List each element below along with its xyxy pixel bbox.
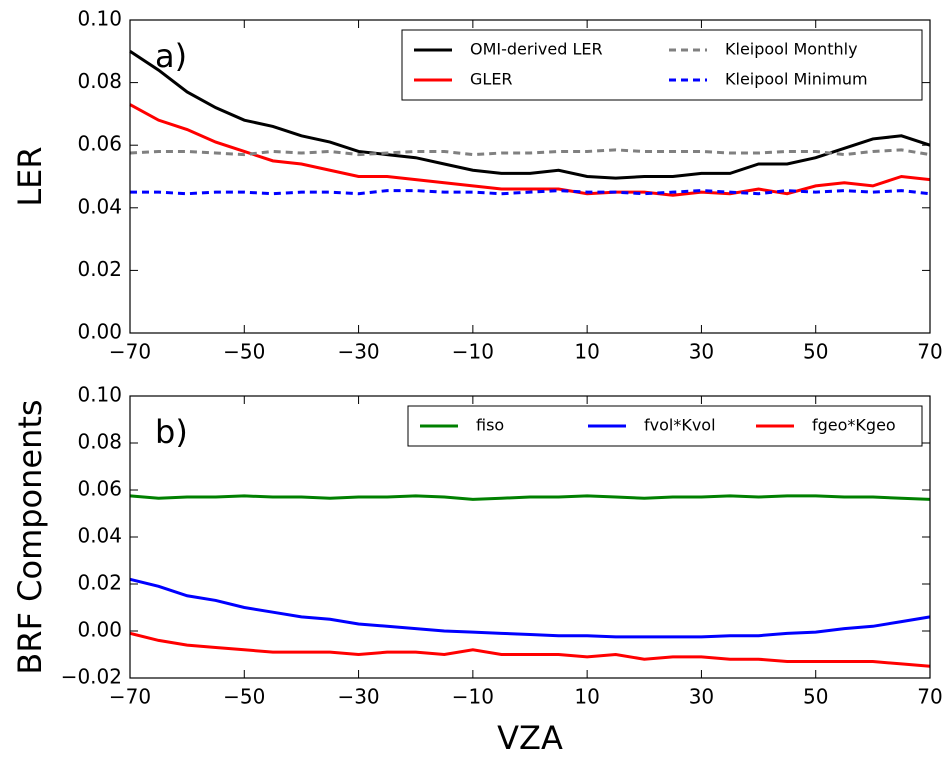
y-tick-label: 0.08 xyxy=(77,69,122,93)
x-tick-label: −30 xyxy=(337,685,379,709)
x-tick-label: 30 xyxy=(689,685,714,709)
series-line xyxy=(129,103,931,197)
y-tick-label: 0.10 xyxy=(77,383,122,407)
x-tick-label: 70 xyxy=(917,685,942,709)
legend-label: GLER xyxy=(470,70,513,89)
panel-label: a) xyxy=(155,37,187,75)
y-tick-label: 0.04 xyxy=(77,194,122,218)
x-tick-label: −70 xyxy=(109,685,151,709)
legend-box xyxy=(407,405,923,447)
x-tick-label: −10 xyxy=(452,685,494,709)
x-tick-label: 50 xyxy=(803,685,828,709)
x-tick-label: 10 xyxy=(574,685,599,709)
y-tick-label: 0.06 xyxy=(77,477,122,501)
y-tick-label: 0.04 xyxy=(77,524,122,548)
legend-label: OMI-derived LER xyxy=(470,40,603,59)
x-tick-label: 70 xyxy=(917,340,942,364)
y-axis-label: BRF Components xyxy=(11,399,49,674)
legend-box xyxy=(401,29,923,101)
x-tick-label: −10 xyxy=(452,340,494,364)
legend: OMI-derived LER GLER Kleipool Monthly Kleip… xyxy=(401,29,923,101)
legend-label: Kleipool Monthly xyxy=(725,40,858,59)
series-line xyxy=(129,494,931,501)
y-tick-label: 0.00 xyxy=(77,618,122,642)
series-line xyxy=(129,50,931,180)
y-axis-label: LER xyxy=(11,146,49,206)
legend-label: Kleipool Minimum xyxy=(725,70,868,89)
legend-label: fgeo*Kgeo xyxy=(812,416,896,435)
legend: fiso fvol*Kvol fgeo*Kgeo xyxy=(407,405,923,447)
y-tick-label: 0.02 xyxy=(77,571,122,595)
y-tick-label: −0.02 xyxy=(61,665,122,689)
y-tick-label: 0.00 xyxy=(77,320,122,344)
x-tick-label: −50 xyxy=(223,685,265,709)
x-tick-label: −50 xyxy=(223,340,265,364)
series-line xyxy=(130,189,931,196)
y-tick-label: 0.08 xyxy=(77,430,122,454)
series-line xyxy=(129,148,931,157)
legend-label: fiso xyxy=(476,416,504,435)
panel-label: b) xyxy=(155,413,188,451)
series-line xyxy=(129,577,931,639)
y-tick-label: 0.10 xyxy=(77,7,122,31)
series-line xyxy=(129,631,931,668)
y-tick-label: 0.02 xyxy=(77,257,122,281)
y-tick-label: 0.06 xyxy=(77,132,122,156)
x-tick-label: 30 xyxy=(689,340,714,364)
x-tick-label: −70 xyxy=(109,340,151,364)
x-tick-label: 50 xyxy=(803,340,828,364)
plot-frame xyxy=(129,395,931,679)
legend-label: fvol*Kvol xyxy=(644,416,716,435)
x-tick-label: −30 xyxy=(337,340,379,364)
x-axis-label: VZA xyxy=(497,719,563,757)
plot-frame xyxy=(129,19,931,334)
x-tick-label: 10 xyxy=(574,340,599,364)
